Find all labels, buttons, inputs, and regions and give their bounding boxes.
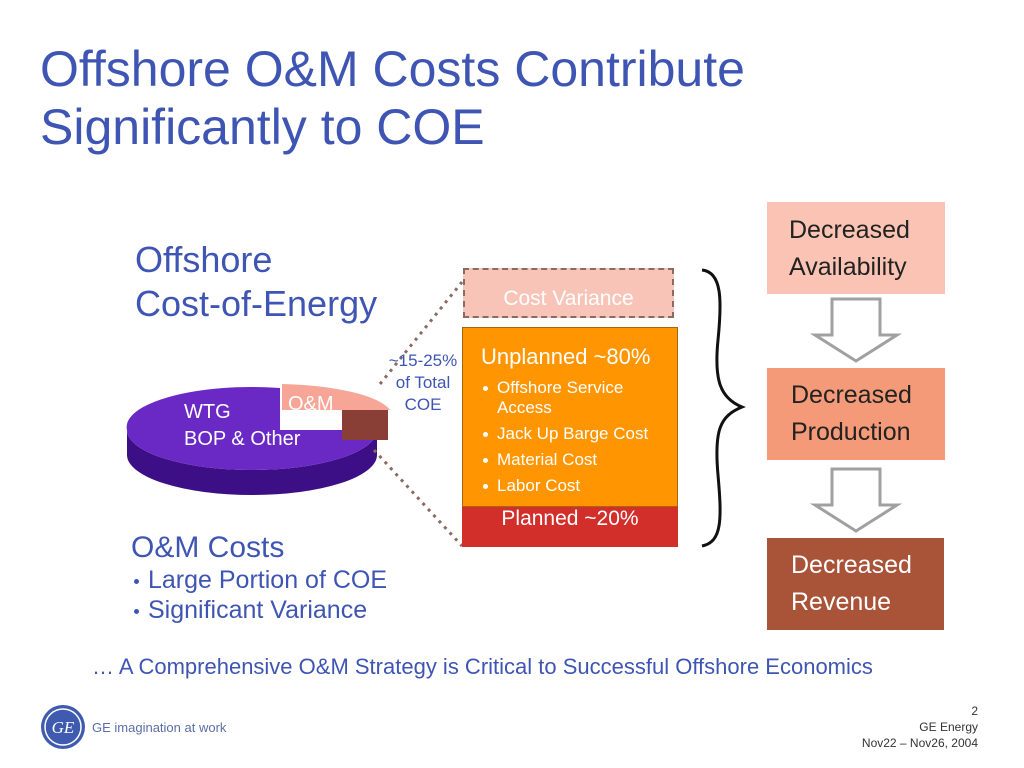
om-costs-item: Significant Variance bbox=[131, 595, 387, 625]
down-arrow-2-icon bbox=[809, 467, 903, 533]
pie-heading-line1: Offshore bbox=[135, 239, 273, 280]
conclusion-statement: … A Comprehensive O&M Strategy is Critic… bbox=[92, 654, 873, 679]
om-costs-heading: O&M Costs bbox=[131, 531, 285, 564]
footer-company: GE Energy bbox=[919, 720, 978, 734]
pie-main-slice bbox=[126, 386, 377, 470]
pie-heading-line2: Cost-of-Energy bbox=[135, 283, 378, 324]
box-line1: Decreased bbox=[791, 381, 912, 409]
unplanned-list: Offshore Service Access Jack Up Barge Co… bbox=[481, 378, 677, 502]
slide-title-line1: Offshore O&M Costs Contribute bbox=[40, 41, 745, 97]
slide-title: Offshore O&M Costs Contribute Significan… bbox=[40, 40, 940, 156]
pie-om-slice bbox=[282, 384, 390, 410]
decreased-production-box: Decreased Production bbox=[767, 368, 945, 460]
unplanned-box: Unplanned ~80% Offshore Service Access J… bbox=[462, 327, 678, 507]
box-line1: Decreased bbox=[791, 551, 912, 579]
box-line2: Availability bbox=[789, 253, 907, 281]
slide-title-line2: Significantly to COE bbox=[40, 99, 485, 155]
pie-om-slice-side bbox=[342, 410, 388, 440]
om-costs-list: Large Portion of COE Significant Varianc… bbox=[131, 565, 387, 625]
cost-variance-box: Cost Variance bbox=[463, 268, 674, 318]
unplanned-item: Material Cost bbox=[481, 450, 677, 470]
page-number: 2 bbox=[971, 704, 978, 718]
down-arrow-1-icon bbox=[809, 297, 903, 363]
decreased-availability-box: Decreased Availability bbox=[767, 202, 945, 294]
pie-heading: Offshore Cost-of-Energy bbox=[135, 238, 395, 326]
om-share-line2: of Total bbox=[395, 373, 451, 392]
ge-logo-text: GE bbox=[52, 718, 75, 737]
footer-dates: Nov22 – Nov26, 2004 bbox=[861, 736, 978, 750]
pie-label-bop: BOP & Other bbox=[184, 428, 301, 450]
unplanned-item: Labor Cost bbox=[481, 476, 677, 496]
box-line2: Production bbox=[791, 418, 911, 446]
footer-tagline: GE imagination at work bbox=[92, 720, 227, 735]
pie-label-wtg: WTG bbox=[184, 401, 231, 423]
planned-box: Planned ~20% bbox=[462, 507, 678, 547]
unplanned-item: Jack Up Barge Cost bbox=[481, 424, 677, 444]
unplanned-item: Offshore Service Access bbox=[481, 378, 677, 418]
box-line1: Decreased bbox=[789, 216, 910, 244]
om-share-note: ~15-25% of Total COE bbox=[368, 350, 478, 416]
decreased-revenue-box: Decreased Revenue bbox=[767, 538, 944, 630]
leader-line-top bbox=[378, 281, 464, 385]
unplanned-label: Unplanned ~80% bbox=[481, 344, 651, 369]
leader-line-bottom bbox=[372, 448, 464, 548]
pie-label-om: O&M bbox=[288, 393, 334, 415]
footer-info: 2 GE Energy Nov22 – Nov26, 2004 bbox=[800, 703, 978, 751]
om-share-line1: ~15-25% bbox=[388, 351, 458, 370]
om-costs-block: O&M Costs Large Portion of COE Significa… bbox=[131, 531, 387, 625]
om-costs-item: Large Portion of COE bbox=[131, 565, 387, 595]
box-line2: Revenue bbox=[791, 588, 892, 616]
pie-main-slice-side bbox=[127, 430, 377, 495]
om-share-line3: COE bbox=[404, 395, 442, 414]
ge-logo-icon: GE bbox=[41, 705, 85, 749]
curly-brace bbox=[701, 268, 746, 548]
